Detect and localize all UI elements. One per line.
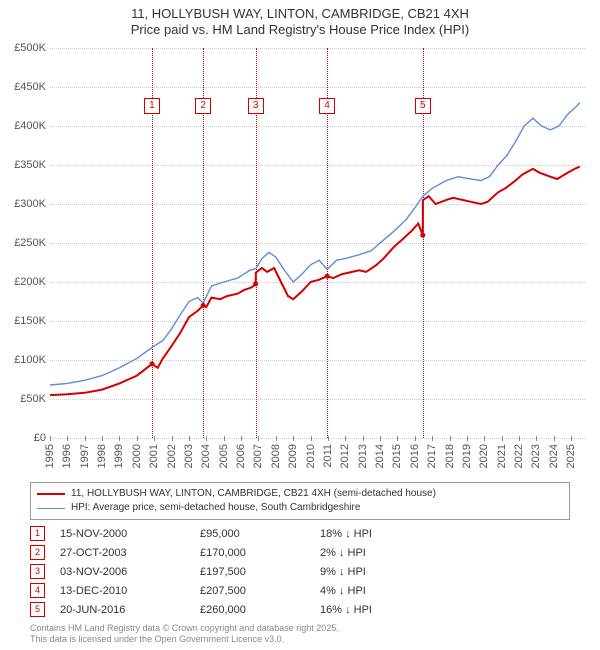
xtick-label: 1998 <box>96 444 108 468</box>
event-row-price: £197,500 <box>200 566 320 578</box>
xtick-label: 2020 <box>478 444 490 468</box>
footer-line-1: Contains HM Land Registry data © Crown c… <box>30 623 339 635</box>
xtick-label: 2011 <box>322 444 334 468</box>
sale-marker <box>201 303 206 308</box>
footer-line-2: This data is licensed under the Open Gov… <box>30 634 339 646</box>
ytick-label: £500K <box>0 42 50 54</box>
xtick-label: 2015 <box>391 444 403 468</box>
event-row-marker: 4 <box>30 583 45 598</box>
xtick-label: 1999 <box>113 444 125 468</box>
xtick-label: 2013 <box>357 444 369 468</box>
event-row-price: £207,500 <box>200 585 320 597</box>
title-subtitle: Price paid vs. HM Land Registry's House … <box>0 22 600 38</box>
event-row-date: 27-OCT-2003 <box>60 547 200 559</box>
xtick-label: 2022 <box>513 444 525 468</box>
event-row: 2 27-OCT-2003£170,0002% ↓ HPI <box>30 543 570 562</box>
event-row-price: £170,000 <box>200 547 320 559</box>
title-address: 11, HOLLYBUSH WAY, LINTON, CAMBRIDGE, CB… <box>0 6 600 22</box>
line-series-svg <box>50 48 585 438</box>
event-row: 4 13-DEC-2010£207,5004% ↓ HPI <box>30 581 570 600</box>
ytick-label: £250K <box>0 237 50 249</box>
xtick-label: 2012 <box>339 444 351 468</box>
xtick-label: 2002 <box>166 444 178 468</box>
legend-label-hpi: HPI: Average price, semi-detached house,… <box>71 501 360 515</box>
series-price_paid <box>50 167 580 396</box>
event-row-price: £95,000 <box>200 528 320 540</box>
legend-item-hpi: HPI: Average price, semi-detached house,… <box>37 501 563 515</box>
xtick-label: 2017 <box>426 444 438 468</box>
xtick-label: 2019 <box>461 444 473 468</box>
footer-attribution: Contains HM Land Registry data © Crown c… <box>30 623 339 646</box>
ytick-label: £50K <box>0 393 50 405</box>
xtick-label: 2007 <box>252 444 264 468</box>
event-row-marker: 2 <box>30 545 45 560</box>
events-table: 1 15-NOV-2000£95,00018% ↓ HPI 2 27-OCT-2003… <box>30 524 570 619</box>
xtick-label: 2008 <box>270 444 282 468</box>
legend-label-price-paid: 11, HOLLYBUSH WAY, LINTON, CAMBRIDGE, CB… <box>71 487 436 501</box>
sale-marker <box>325 274 330 279</box>
series-hpi <box>50 103 580 385</box>
sale-marker <box>150 361 155 366</box>
event-row-delta: 9% ↓ HPI <box>320 566 470 578</box>
event-row-price: £260,000 <box>200 604 320 616</box>
ytick-label: £350K <box>0 159 50 171</box>
legend-swatch-price-paid <box>37 493 65 495</box>
legend-item-price-paid: 11, HOLLYBUSH WAY, LINTON, CAMBRIDGE, CB… <box>37 487 563 501</box>
xtick-label: 2001 <box>148 444 160 468</box>
event-row-delta: 4% ↓ HPI <box>320 585 470 597</box>
ytick-label: £0 <box>0 432 50 444</box>
event-row-marker: 5 <box>30 602 45 617</box>
xtick-label: 1997 <box>79 444 91 468</box>
ytick-label: £300K <box>0 198 50 210</box>
xtick-label: 2023 <box>530 444 542 468</box>
sale-marker <box>253 281 258 286</box>
xtick-label: 2021 <box>496 444 508 468</box>
xtick-label: 2018 <box>444 444 456 468</box>
event-row-date: 03-NOV-2006 <box>60 566 200 578</box>
xtick-label: 2025 <box>565 444 577 468</box>
xtick-label: 2005 <box>218 444 230 468</box>
xtick-label: 1996 <box>61 444 73 468</box>
sale-marker <box>420 233 425 238</box>
plot-area: 12345 <box>50 48 585 438</box>
event-row-date: 20-JUN-2016 <box>60 604 200 616</box>
event-row-delta: 2% ↓ HPI <box>320 547 470 559</box>
event-row: 3 03-NOV-2006£197,5009% ↓ HPI <box>30 562 570 581</box>
xtick-label: 2000 <box>131 444 143 468</box>
chart-container: 11, HOLLYBUSH WAY, LINTON, CAMBRIDGE, CB… <box>0 0 600 650</box>
gridline-h <box>50 438 585 439</box>
event-row: 1 15-NOV-2000£95,00018% ↓ HPI <box>30 524 570 543</box>
xtick-label: 2024 <box>548 444 560 468</box>
xtick-label: 2006 <box>235 444 247 468</box>
event-row-delta: 18% ↓ HPI <box>320 528 470 540</box>
event-row-date: 15-NOV-2000 <box>60 528 200 540</box>
xtick-label: 2016 <box>409 444 421 468</box>
event-row-marker: 1 <box>30 526 45 541</box>
xtick-label: 1995 <box>44 444 56 468</box>
event-row: 5 20-JUN-2016£260,00016% ↓ HPI <box>30 600 570 619</box>
xtick-label: 2009 <box>287 444 299 468</box>
ytick-label: £450K <box>0 81 50 93</box>
ytick-label: £150K <box>0 315 50 327</box>
xtick-label: 2003 <box>183 444 195 468</box>
event-row-delta: 16% ↓ HPI <box>320 604 470 616</box>
xtick-label: 2004 <box>200 444 212 468</box>
xtick-label: 2010 <box>305 444 317 468</box>
ytick-label: £100K <box>0 354 50 366</box>
legend-box: 11, HOLLYBUSH WAY, LINTON, CAMBRIDGE, CB… <box>30 482 570 520</box>
xtick-label: 2014 <box>374 444 386 468</box>
event-row-marker: 3 <box>30 564 45 579</box>
event-row-date: 13-DEC-2010 <box>60 585 200 597</box>
chart-titles: 11, HOLLYBUSH WAY, LINTON, CAMBRIDGE, CB… <box>0 0 600 39</box>
ytick-label: £200K <box>0 276 50 288</box>
ytick-label: £400K <box>0 120 50 132</box>
legend-swatch-hpi <box>37 508 65 509</box>
